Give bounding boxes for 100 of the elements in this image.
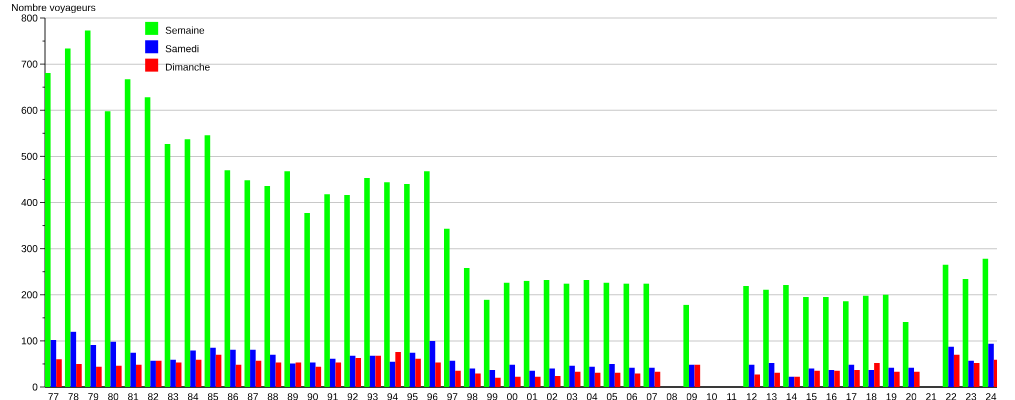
bar <box>783 285 789 387</box>
y-tick-label: 800 <box>21 14 38 22</box>
bar <box>554 375 561 387</box>
bar <box>64 48 71 387</box>
bar <box>435 362 441 387</box>
x-tick-label: 92 <box>347 393 358 400</box>
x-tick-label: 22 <box>946 393 957 400</box>
bar <box>284 171 290 387</box>
x-tick-label: 23 <box>966 393 977 400</box>
bar <box>415 358 421 387</box>
x-tick-label: 03 <box>566 393 578 400</box>
bar <box>894 371 900 387</box>
bar <box>988 343 994 387</box>
bar <box>96 366 102 387</box>
bar <box>774 372 780 387</box>
x-tick-label: 98 <box>467 393 478 400</box>
legend-label: Semaine <box>165 26 205 34</box>
bar <box>768 363 775 387</box>
bar <box>549 368 555 387</box>
y-tick-label: 200 <box>21 291 38 299</box>
x-tick-label: 93 <box>367 393 378 400</box>
y-tick-label: 600 <box>21 106 38 114</box>
bar <box>814 370 820 387</box>
x-tick-label: 21 <box>926 393 937 400</box>
bar <box>534 376 541 387</box>
bar <box>495 377 501 387</box>
bar <box>104 111 111 387</box>
x-tick-label: 17 <box>846 393 857 400</box>
bar <box>395 351 401 387</box>
x-tick-label: 09 <box>686 393 697 400</box>
x-tick-label: 18 <box>866 393 877 400</box>
x-tick-label: 83 <box>167 393 179 400</box>
bar <box>324 194 330 387</box>
x-tick-label: 80 <box>108 393 119 400</box>
bar <box>743 285 749 387</box>
bar <box>150 360 156 387</box>
bar <box>244 180 251 387</box>
bar <box>444 228 450 387</box>
x-tick-label: 13 <box>766 393 777 400</box>
bar <box>270 354 276 387</box>
x-tick-label: 04 <box>586 393 598 400</box>
bar <box>110 341 117 387</box>
bar <box>683 304 689 387</box>
y-tick-label: 500 <box>21 152 38 160</box>
x-tick-label: 84 <box>187 393 199 400</box>
x-tick-label: 02 <box>546 393 558 400</box>
bar <box>364 178 370 387</box>
bar <box>90 345 97 387</box>
bar <box>862 295 869 387</box>
x-tick-label: 14 <box>786 393 797 400</box>
x-tick-label: 95 <box>407 393 418 400</box>
bar <box>475 373 481 387</box>
y-tick-label: 0 <box>32 383 38 391</box>
bar <box>569 365 575 387</box>
bar <box>854 369 860 387</box>
bar <box>962 279 969 387</box>
x-tick-label: 85 <box>207 393 219 400</box>
x-tick-label: 90 <box>307 393 318 400</box>
legend-label: Dimanche <box>165 63 210 71</box>
bar <box>914 371 920 387</box>
bar <box>902 321 909 387</box>
bar <box>135 364 142 387</box>
x-tick-label: 87 <box>247 393 258 400</box>
bar <box>304 213 310 387</box>
x-tick-label: 11 <box>727 393 737 400</box>
bar <box>515 376 521 387</box>
bar <box>155 360 162 387</box>
x-tick-label: 08 <box>666 393 677 400</box>
bar <box>908 367 915 387</box>
bar <box>688 364 695 387</box>
x-tick-label: 07 <box>646 393 657 400</box>
x-tick-label: 78 <box>68 393 79 400</box>
x-tick-label: 96 <box>427 393 438 400</box>
x-tick-label: 06 <box>626 393 638 400</box>
x-tick-label: 19 <box>886 393 897 400</box>
bar <box>968 360 974 387</box>
bar <box>953 354 960 387</box>
x-tick-label: 00 <box>507 393 518 400</box>
bar <box>190 350 196 387</box>
bar <box>643 283 650 387</box>
x-tick-label: 82 <box>148 393 159 400</box>
bar <box>375 355 381 387</box>
bar <box>404 184 410 387</box>
bar <box>344 195 350 387</box>
bar <box>76 363 82 387</box>
x-tick-label: 05 <box>606 393 618 400</box>
x-tick-label: 79 <box>88 393 99 400</box>
bar <box>754 374 761 387</box>
y-axis-title: Nombre voyageurs <box>12 3 96 14</box>
x-tick-label: 91 <box>327 393 338 400</box>
bar <box>803 297 809 387</box>
bar <box>629 367 635 387</box>
bar <box>144 97 151 387</box>
y-tick-label: 100 <box>21 337 38 345</box>
bar <box>589 366 595 387</box>
x-tick-label: 16 <box>826 393 837 400</box>
bar <box>309 362 316 387</box>
bar <box>116 365 122 387</box>
bar <box>230 349 236 387</box>
bar <box>250 349 256 387</box>
